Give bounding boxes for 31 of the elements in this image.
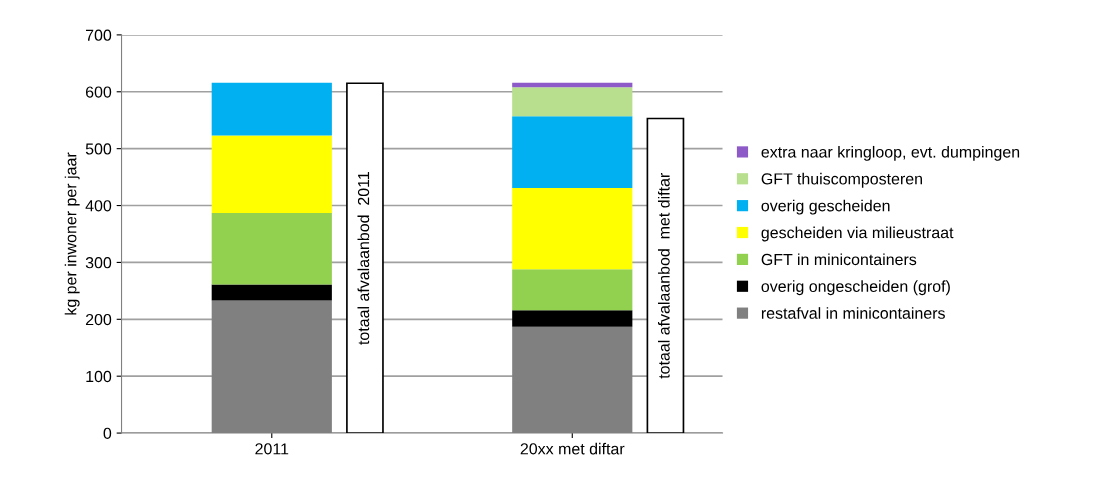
bar (211, 135, 332, 213)
bar (346, 82, 384, 434)
data-label: totaal afvalaanbod 2011 (357, 172, 370, 345)
y-tick-label: 700 (85, 29, 112, 41)
y-tick-label: 100 (86, 370, 112, 383)
x-tick-label: 2011 (255, 443, 289, 455)
bar (512, 310, 633, 327)
y-tick-label: 300 (85, 257, 112, 269)
legend-label: gescheiden via milieustraat (761, 226, 954, 242)
legend-label: extra naar kringloop, evt. dumpingen (761, 145, 1020, 161)
legend-label: GFT thuiscomposteren (761, 172, 922, 188)
bar (512, 269, 633, 311)
y-tick-label: 600 (85, 86, 112, 98)
bar (211, 284, 332, 301)
data-label: totaal afvalaanbod met diftar (657, 173, 670, 379)
y-tick-label: 200 (85, 313, 112, 326)
legend-label: GFT in minicontainers (761, 253, 917, 266)
bar (646, 117, 685, 434)
y-tick-label: 400 (85, 200, 112, 212)
bar (512, 116, 633, 188)
bar (512, 87, 633, 117)
y-axis-title: kg per inwoner per jaar (64, 152, 80, 315)
bar (211, 82, 332, 136)
bar (211, 212, 332, 285)
y-tick-label: 500 (85, 143, 112, 155)
legend-label: restafval in minicontainers (761, 307, 945, 319)
legend-label: overig ongescheiden (grof) (761, 280, 950, 296)
bar (512, 187, 633, 270)
y-tick-label: 0 (103, 427, 112, 440)
legend-label: overig gescheiden (761, 199, 890, 215)
x-tick-label: 20xx met diftar (520, 442, 625, 455)
